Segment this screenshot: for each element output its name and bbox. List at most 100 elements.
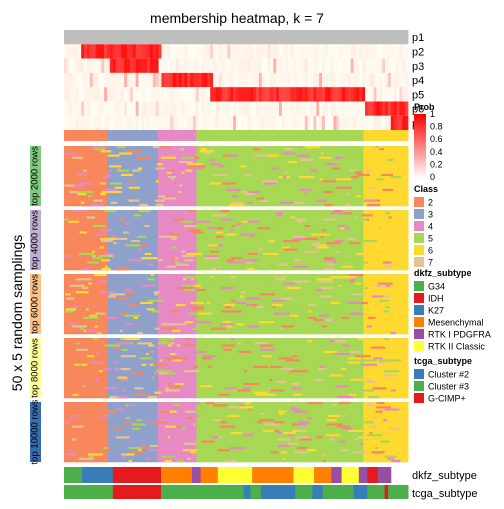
heatmap-cell	[363, 376, 409, 380]
heatmap-noise-cell	[332, 404, 337, 407]
heatmap-noise-cell	[168, 233, 181, 237]
heatmap-noise-cell	[183, 289, 197, 292]
heatmap-noise-cell	[370, 425, 377, 429]
heatmap-cell	[363, 216, 409, 219]
heatmap-noise-cell	[210, 250, 218, 254]
heatmap-cell	[107, 344, 159, 347]
heatmap-noise-cell	[304, 193, 308, 196]
prob-cell	[72, 44, 76, 59]
prob-cell	[250, 44, 254, 59]
heatmap-cell	[363, 231, 409, 234]
heatmap-noise-cell	[264, 182, 277, 185]
heatmap-noise-cell	[286, 286, 300, 290]
heatmap-cell	[157, 161, 197, 164]
heatmap-noise-cell	[360, 442, 364, 446]
heatmap-cell	[107, 184, 159, 188]
prob-cell	[287, 30, 291, 45]
heatmap-cell	[64, 440, 108, 444]
prob-cell	[198, 115, 202, 131]
prob-cell	[324, 101, 329, 116]
heatmap-cell	[64, 261, 108, 264]
heatmap-noise-cell	[68, 220, 80, 224]
prob-cell	[287, 58, 291, 73]
heatmap-noise-cell	[210, 214, 227, 217]
prob-cell	[172, 30, 177, 45]
prob-cell	[344, 101, 349, 116]
heatmap-noise-cell	[234, 453, 241, 456]
heatmap-cell	[107, 276, 159, 279]
heatmap-noise-cell	[323, 259, 337, 262]
heatmap-noise-cell	[64, 218, 69, 222]
class-legend-swatch	[414, 233, 424, 243]
prob-cell	[290, 72, 294, 88]
heatmap-cell	[64, 161, 108, 164]
heatmap-noise-cell	[230, 432, 243, 435]
prob-cell	[264, 58, 268, 73]
prob-cell	[241, 72, 245, 88]
heatmap-noise-cell	[184, 321, 193, 324]
heatmap-noise-cell	[110, 201, 118, 205]
heatmap-noise-cell	[117, 395, 128, 399]
heatmap-noise-cell	[292, 423, 307, 426]
prob-cell	[195, 115, 200, 131]
heatmap-noise-cell	[228, 203, 245, 207]
heatmap-cell	[157, 408, 197, 411]
heatmap-cell	[157, 301, 197, 305]
heatmap-cell	[107, 210, 159, 213]
prob-cell	[204, 30, 208, 45]
heatmap-cell	[157, 199, 197, 203]
heatmap-cell	[157, 265, 197, 269]
prob-cell	[236, 101, 240, 116]
prob-cell	[316, 72, 320, 88]
prob-cell	[244, 58, 248, 73]
prob-cell	[152, 44, 157, 59]
heatmap-cell	[363, 225, 409, 228]
prob-cell	[359, 44, 363, 59]
prob-cell	[370, 58, 374, 73]
heatmap-cell	[157, 293, 197, 296]
heatmap-noise-cell	[318, 429, 321, 433]
prob-cell	[72, 58, 76, 73]
prob-cell	[330, 101, 334, 116]
prob-cell	[293, 87, 297, 102]
heatmap-noise-cell	[283, 240, 300, 243]
heatmap-cell	[107, 261, 159, 264]
prob-cell	[132, 87, 137, 102]
membership-row-label: p1	[412, 32, 424, 44]
heatmap-cell	[157, 427, 197, 431]
prob-cell	[109, 72, 114, 88]
heatmap-cell	[196, 178, 364, 181]
heatmap-cell	[196, 248, 364, 252]
heatmap-cell	[107, 231, 159, 234]
prob-cell	[175, 115, 180, 131]
heatmap-noise-cell	[333, 210, 343, 213]
prob-cell	[399, 87, 403, 102]
heatmap-noise-cell	[277, 314, 289, 318]
heatmap-noise-cell	[156, 180, 159, 183]
prob-cell	[84, 30, 88, 45]
heatmap-noise-cell	[298, 368, 311, 371]
heatmap-noise-cell	[361, 363, 378, 367]
heatmap-noise-cell	[345, 203, 352, 207]
prob-cell	[107, 44, 111, 59]
heatmap-cell	[363, 289, 409, 292]
prob-cell	[152, 101, 157, 116]
heatmap-noise-cell	[64, 184, 80, 188]
heatmap-noise-cell	[373, 457, 384, 461]
prob-cell	[247, 115, 251, 131]
prob-cell	[264, 72, 268, 88]
heatmap-cell	[196, 402, 364, 405]
heatmap-cell	[64, 242, 108, 245]
prob-cell	[359, 101, 363, 116]
heatmap-noise-cell	[131, 240, 140, 243]
heatmap-noise-cell	[383, 370, 394, 373]
heatmap-cell	[363, 368, 409, 371]
heatmap-noise-cell	[233, 284, 242, 288]
heatmap-noise-cell	[306, 417, 312, 420]
heatmap-noise-cell	[269, 429, 280, 433]
heatmap-noise-cell	[218, 393, 231, 397]
heatmap-cell	[196, 331, 364, 335]
prob-cell	[281, 44, 286, 59]
heatmap-cell	[196, 197, 364, 200]
heatmap-cell	[107, 212, 159, 215]
